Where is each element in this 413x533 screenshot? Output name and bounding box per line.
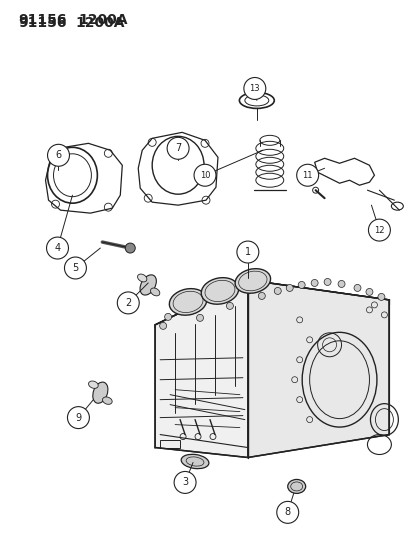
Circle shape — [368, 219, 389, 241]
Circle shape — [243, 77, 265, 100]
Circle shape — [196, 314, 203, 321]
Circle shape — [258, 293, 265, 300]
Text: 1200A: 1200A — [78, 13, 128, 27]
Polygon shape — [155, 280, 247, 457]
Circle shape — [236, 241, 258, 263]
Ellipse shape — [88, 381, 98, 389]
Circle shape — [365, 288, 372, 295]
Ellipse shape — [181, 454, 209, 469]
Circle shape — [226, 302, 233, 309]
Ellipse shape — [102, 397, 112, 405]
Text: 91156: 91156 — [19, 15, 67, 30]
Text: 1200A: 1200A — [75, 15, 125, 30]
Circle shape — [67, 407, 89, 429]
Circle shape — [337, 280, 344, 287]
Circle shape — [353, 285, 360, 292]
Circle shape — [273, 287, 280, 294]
Text: 6: 6 — [55, 150, 62, 160]
Circle shape — [125, 243, 135, 253]
Text: 4: 4 — [54, 243, 60, 253]
Text: 7: 7 — [175, 143, 181, 154]
Circle shape — [276, 502, 298, 523]
Circle shape — [285, 285, 292, 292]
Text: 91156: 91156 — [19, 13, 67, 27]
Circle shape — [377, 294, 384, 301]
Circle shape — [323, 278, 330, 286]
Polygon shape — [247, 280, 389, 457]
Ellipse shape — [287, 480, 305, 494]
Text: 9: 9 — [75, 413, 81, 423]
Ellipse shape — [201, 278, 238, 304]
Ellipse shape — [93, 382, 108, 403]
Circle shape — [194, 164, 216, 186]
Circle shape — [64, 257, 86, 279]
Text: 5: 5 — [72, 263, 78, 273]
Text: 8: 8 — [284, 507, 290, 518]
Circle shape — [167, 138, 189, 159]
Circle shape — [117, 292, 139, 314]
Text: 2: 2 — [125, 298, 131, 308]
Ellipse shape — [235, 269, 270, 293]
Text: 10: 10 — [199, 171, 210, 180]
Text: 13: 13 — [249, 84, 259, 93]
Text: 3: 3 — [182, 478, 188, 488]
Ellipse shape — [150, 288, 159, 296]
Circle shape — [297, 281, 304, 288]
Ellipse shape — [140, 275, 156, 295]
Text: 11: 11 — [301, 171, 312, 180]
Circle shape — [296, 164, 318, 186]
Ellipse shape — [169, 289, 206, 315]
Circle shape — [174, 472, 196, 494]
Polygon shape — [155, 280, 389, 328]
Circle shape — [311, 279, 317, 286]
Circle shape — [47, 144, 69, 166]
Text: 1: 1 — [244, 247, 250, 257]
Circle shape — [164, 313, 171, 320]
Circle shape — [46, 237, 68, 259]
Circle shape — [159, 322, 166, 329]
Ellipse shape — [137, 274, 147, 282]
Text: 12: 12 — [373, 225, 384, 235]
